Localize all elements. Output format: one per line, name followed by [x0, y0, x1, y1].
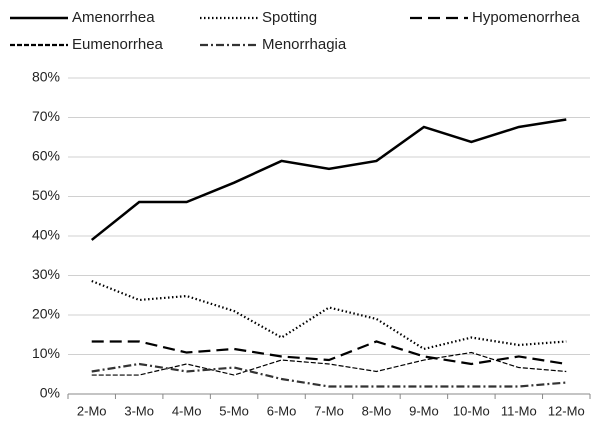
series-line	[91, 351, 567, 376]
x-tick-label: 11-Mo	[501, 403, 537, 418]
x-tick-label: 2-Mo	[77, 403, 107, 418]
x-tick-label: 8-Mo	[362, 403, 392, 418]
x-tick-label: 7-Mo	[314, 403, 344, 418]
x-tick-label: 12-Mo	[548, 403, 585, 418]
y-tick-label: 50%	[32, 187, 60, 203]
y-tick-label: 80%	[32, 69, 60, 85]
legend-label: Hypomenorrhea	[472, 9, 580, 26]
y-tick-label: 70%	[32, 108, 60, 124]
y-tick-label: 30%	[32, 266, 60, 282]
series-line	[91, 340, 567, 366]
x-tick-label: 6-Mo	[267, 403, 297, 418]
legend-label: Spotting	[262, 9, 317, 26]
x-tick-label: 10-Mo	[453, 403, 490, 418]
x-tick-label: 3-Mo	[124, 403, 154, 418]
y-tick-label: 10%	[32, 345, 60, 361]
y-tick-label: 20%	[32, 306, 60, 322]
legend-label: Eumenorrhea	[72, 36, 164, 53]
x-tick-label: 5-Mo	[219, 403, 249, 418]
series-line	[90, 118, 567, 241]
y-tick-label: 40%	[32, 227, 60, 243]
x-tick-label: 4-Mo	[172, 403, 202, 418]
legend-label: Menorrhagia	[262, 36, 347, 53]
y-tick-label: 60%	[32, 148, 60, 164]
y-tick-label: 0%	[40, 385, 60, 401]
series-line	[91, 362, 567, 388]
x-tick-label: 9-Mo	[409, 403, 439, 418]
legend-label: Amenorrhea	[72, 9, 155, 26]
series-line	[91, 280, 567, 351]
